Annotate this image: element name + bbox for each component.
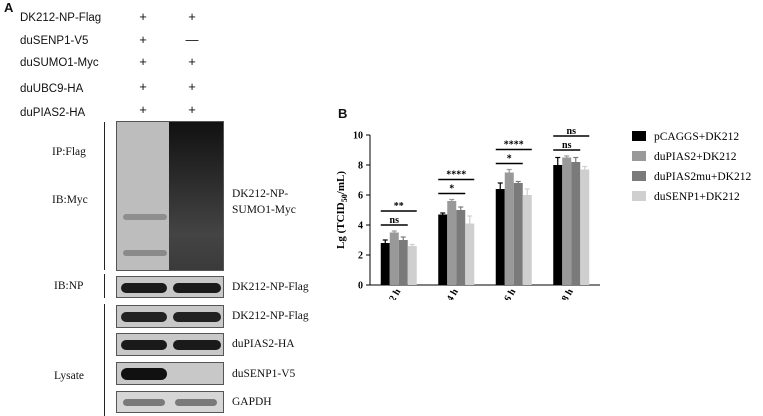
x-tick-label: 36 h xyxy=(500,287,519,300)
bar xyxy=(438,214,448,285)
sumo-blot-image xyxy=(116,121,224,271)
condition-sign-lane1: + xyxy=(139,54,147,69)
bar xyxy=(562,157,572,285)
condition-label: duSUMO1-Myc xyxy=(20,57,99,69)
bar xyxy=(398,240,408,285)
condition-sign-lane2: + xyxy=(188,9,196,24)
legend-swatch xyxy=(632,171,646,181)
bar xyxy=(447,201,457,285)
lysate-np-blot xyxy=(116,305,224,328)
ip-bracket-line xyxy=(104,122,106,270)
significance-label: * xyxy=(449,184,454,195)
bar xyxy=(465,223,475,285)
ib-myc-label: IB:Myc xyxy=(52,194,88,206)
significance-label: **** xyxy=(446,170,466,181)
legend-swatch xyxy=(632,131,646,141)
significance-label: **** xyxy=(504,140,524,151)
ib-np-label: IB:NP xyxy=(54,280,84,292)
condition-sign-lane1: + xyxy=(139,79,147,94)
bar xyxy=(513,183,523,285)
sumo-band-label-line2: SUMO1-Myc xyxy=(232,204,296,216)
y-tick-label: 2 xyxy=(358,251,363,262)
significance-label: ** xyxy=(394,201,404,212)
significance-label: * xyxy=(507,154,512,165)
pias2-blot xyxy=(116,333,224,356)
band-lane1 xyxy=(123,399,165,406)
band-lane1 xyxy=(121,312,167,322)
y-tick-label: 10 xyxy=(353,131,363,142)
condition-sign-lane2: — xyxy=(185,32,199,47)
legend-swatch xyxy=(632,151,646,161)
condition-sign-lane2: + xyxy=(188,79,196,94)
band-lane2 xyxy=(175,399,217,406)
senp1-blot xyxy=(116,362,224,385)
bar xyxy=(456,210,466,285)
bar xyxy=(504,172,514,285)
condition-sign-lane1: + xyxy=(139,32,147,47)
band-lane1 xyxy=(121,340,167,350)
y-axis-label: Lg (TCID50/mL) xyxy=(335,171,349,249)
band-lane2 xyxy=(173,283,221,293)
legend-label: duSENP1+DK212 xyxy=(654,191,740,203)
condition-sign-lane1: + xyxy=(139,102,147,117)
panel-a-letter: A xyxy=(4,0,14,15)
bar xyxy=(495,189,505,285)
condition-label: DK212-NP-Flag xyxy=(20,12,102,24)
pias2-band-label: duPIAS2-HA xyxy=(232,338,295,350)
legend-swatch xyxy=(632,191,646,201)
significance-label: ns xyxy=(562,140,572,151)
condition-label: duSENP1-V5 xyxy=(20,35,89,47)
bar xyxy=(580,169,590,285)
significance-label: ns xyxy=(567,126,577,137)
gapdh-band-label: GAPDH xyxy=(232,396,272,408)
faint-band xyxy=(123,214,167,220)
bar xyxy=(407,246,417,285)
x-tick-label: 24 h xyxy=(442,287,461,300)
ib-np-bracket-line xyxy=(104,274,106,298)
x-tick-label: 12 h xyxy=(385,287,404,300)
band-lane1 xyxy=(121,368,167,380)
y-tick-label: 4 xyxy=(358,221,363,232)
ib-np-blot xyxy=(116,276,224,298)
faint-band xyxy=(123,250,167,256)
condition-label: duUBC9-HA xyxy=(20,83,84,95)
condition-sign-lane2: + xyxy=(188,54,196,69)
y-tick-label: 8 xyxy=(358,161,363,172)
legend-label: duPIAS2+DK212 xyxy=(654,151,737,163)
lysate-label: Lysate xyxy=(54,370,85,382)
lysate-np-band-label: DK212-NP-Flag xyxy=(232,310,309,322)
gapdh-blot xyxy=(116,391,224,413)
ip-flag-label: IP:Flag xyxy=(52,146,86,158)
band-lane2 xyxy=(173,312,221,322)
significance-label: ns xyxy=(390,215,400,226)
bar xyxy=(380,243,390,285)
x-tick-label: 48 h xyxy=(557,287,576,300)
condition-label: duPIAS2-HA xyxy=(20,107,86,119)
condition-sign-lane2: + xyxy=(188,102,196,117)
bar xyxy=(389,232,399,285)
lysate-bracket-line xyxy=(104,304,106,416)
panel-b-letter: B xyxy=(338,106,348,121)
band-lane2 xyxy=(173,340,221,350)
ib-np-band-label: DK212-NP-Flag xyxy=(232,281,309,293)
legend-label: pCAGGS+DK212 xyxy=(654,131,739,143)
y-tick-label: 6 xyxy=(358,191,363,202)
band-lane1 xyxy=(121,283,167,293)
bar xyxy=(553,165,563,285)
legend-label: duPIAS2mu+DK212 xyxy=(654,171,751,183)
bar xyxy=(571,162,581,285)
sumo-smear xyxy=(169,122,223,270)
senp1-band-label: duSENP1-V5 xyxy=(232,368,296,380)
y-tick-label: 0 xyxy=(358,281,363,292)
sumo-band-label-line1: DK212-NP- xyxy=(232,188,289,200)
condition-sign-lane1: + xyxy=(139,9,147,24)
bar xyxy=(522,195,532,285)
